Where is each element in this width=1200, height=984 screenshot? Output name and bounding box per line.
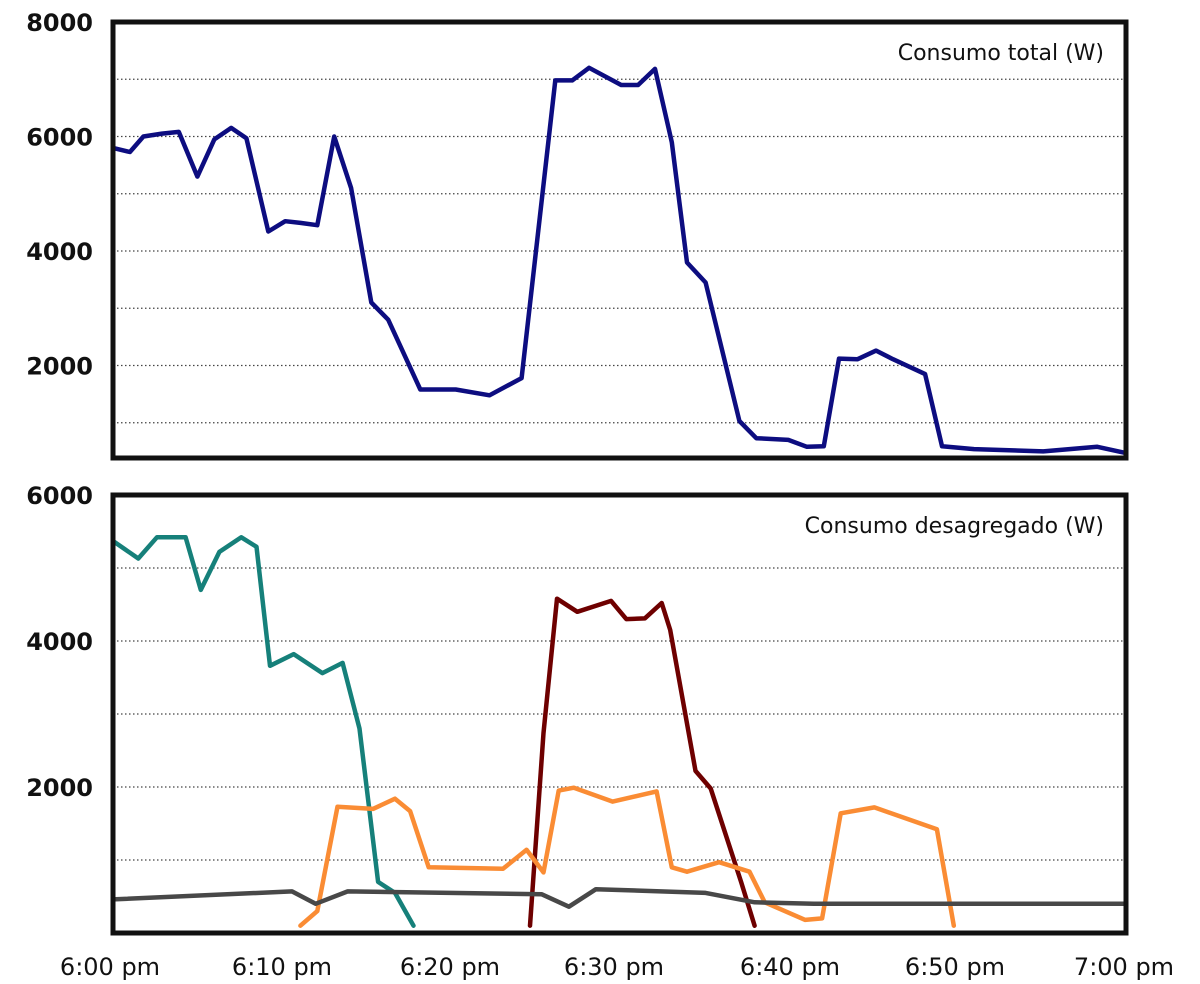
x-tick-label: 6:10 pm xyxy=(232,953,332,981)
x-tick-label: 6:40 pm xyxy=(740,953,840,981)
y-tick-label-desagregado: 6000 xyxy=(26,482,93,510)
plot-frame-total xyxy=(110,19,1129,461)
chart-desagregado: Consumo desagregado (W) 6000 4000 2000 xyxy=(26,482,1129,936)
x-tick-label: 6:30 pm xyxy=(564,953,664,981)
chart-total: Consumo total (W) 8000 6000 4000 2000 xyxy=(26,9,1129,461)
series-line-desagregado-1 xyxy=(110,535,416,928)
y-tick-label-desagregado: 4000 xyxy=(26,628,93,656)
x-tick-label: 6:20 pm xyxy=(400,953,500,981)
series-line-desagregado-4 xyxy=(110,886,1129,909)
series-line-total-1 xyxy=(110,65,1129,456)
y-tick-label-total: 6000 xyxy=(26,124,93,152)
series-line-desagregado-3 xyxy=(298,785,957,928)
chart-title-desagregado: Consumo desagregado (W) xyxy=(805,514,1104,539)
y-tick-label-total: 4000 xyxy=(26,238,93,266)
plot-frame-desagregado xyxy=(110,492,1129,936)
x-tick-label: 6:00 pm xyxy=(60,953,160,981)
y-tick-label-desagregado: 2000 xyxy=(26,774,93,802)
series-line-desagregado-2 xyxy=(527,596,757,928)
y-tick-label-total: 2000 xyxy=(26,353,93,381)
y-tick-label-total: 8000 xyxy=(26,9,93,37)
x-tick-label: 6:50 pm xyxy=(905,953,1005,981)
x-tick-label: 7:00 pm xyxy=(1074,953,1174,981)
chart-title-total: Consumo total (W) xyxy=(898,41,1104,66)
